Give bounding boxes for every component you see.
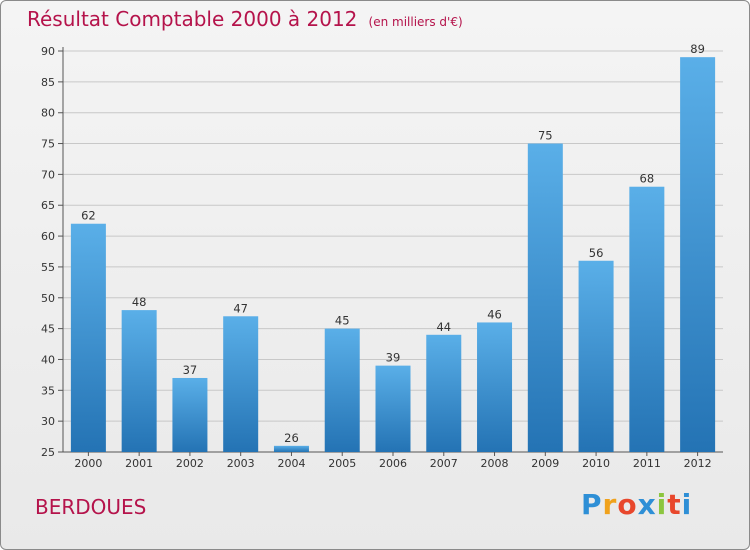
data-label-2003: 47 <box>233 301 248 315</box>
proxiti-letter: t <box>667 488 682 521</box>
data-label-2006: 39 <box>386 351 401 365</box>
y-tick-label-75: 75 <box>41 138 55 151</box>
proxiti-letter: i <box>681 488 693 521</box>
bar-2008 <box>477 322 513 452</box>
bar-2011 <box>629 186 665 452</box>
bar-2005 <box>324 328 360 452</box>
proxiti-letter: o <box>617 488 638 521</box>
x-tick-label-2006: 2006 <box>379 457 407 470</box>
commune-name: BERDOUES <box>35 495 147 519</box>
x-tick-label-2000: 2000 <box>74 457 102 470</box>
y-tick-label-85: 85 <box>41 76 55 89</box>
x-tick-label-2003: 2003 <box>227 457 255 470</box>
x-tick-label-2001: 2001 <box>125 457 153 470</box>
x-tick-label-2002: 2002 <box>176 457 204 470</box>
data-label-2008: 46 <box>487 307 502 321</box>
y-tick-label-35: 35 <box>41 384 55 397</box>
x-tick-label-2011: 2011 <box>633 457 661 470</box>
data-label-2010: 56 <box>589 246 604 260</box>
x-tick-label-2008: 2008 <box>481 457 509 470</box>
y-tick-label-30: 30 <box>41 415 55 428</box>
axis-layer: 25 30 35 40 45 50 55 60 65 70 75 80 85 90 2000 2001 2002… <box>41 45 723 470</box>
data-label-2011: 68 <box>640 172 655 186</box>
data-label-2007: 44 <box>436 320 451 334</box>
x-tick-label-2005: 2005 <box>328 457 356 470</box>
bar-2007 <box>426 334 462 452</box>
bar-2010 <box>578 260 614 452</box>
chart-title: Résultat Comptable 2000 à 2012 <box>27 7 358 31</box>
data-label-2012: 89 <box>690 42 705 56</box>
bar-2012 <box>680 57 716 453</box>
proxiti-logo[interactable]: Proxiti <box>581 488 692 521</box>
data-label-2005: 45 <box>335 314 350 328</box>
bar-2002 <box>172 377 208 452</box>
x-tick-label-2010: 2010 <box>582 457 610 470</box>
y-tick-label-55: 55 <box>41 261 55 274</box>
y-tick-label-80: 80 <box>41 107 55 120</box>
data-label-2001: 48 <box>132 295 147 309</box>
proxiti-letter: P <box>581 488 603 521</box>
bar-2001 <box>121 310 157 452</box>
x-tick-label-2012: 2012 <box>684 457 712 470</box>
bar-2000 <box>70 223 106 452</box>
bar-2003 <box>223 316 259 452</box>
data-label-2002: 37 <box>183 363 198 377</box>
chart-subtitle: (en milliers d'€) <box>368 15 463 29</box>
y-tick-label-45: 45 <box>41 323 55 336</box>
proxiti-letter: x <box>637 488 657 521</box>
data-label-2000: 62 <box>81 209 96 223</box>
title-row: Résultat Comptable 2000 à 2012 (en milli… <box>27 7 463 31</box>
proxiti-letter: r <box>602 488 618 521</box>
bar-2009 <box>527 143 563 453</box>
y-tick-label-70: 70 <box>41 168 55 181</box>
label-layer: 62 48 37 47 26 45 39 44 46 75 56 68 89 <box>81 42 705 445</box>
bar-2006 <box>375 365 411 452</box>
y-tick-label-50: 50 <box>41 292 55 305</box>
x-tick-label-2009: 2009 <box>531 457 559 470</box>
proxiti-letter: i <box>656 488 668 521</box>
data-label-2004: 26 <box>284 431 299 445</box>
x-tick-label-2004: 2004 <box>277 457 305 470</box>
x-tick-label-2007: 2007 <box>430 457 458 470</box>
bar-2004 <box>273 445 309 452</box>
y-tick-label-65: 65 <box>41 199 55 212</box>
y-tick-label-40: 40 <box>41 353 55 366</box>
y-tick-label-25: 25 <box>41 446 55 459</box>
bar-layer <box>70 57 716 453</box>
y-tick-label-90: 90 <box>41 45 55 58</box>
data-label-2009: 75 <box>538 129 553 143</box>
y-tick-label-60: 60 <box>41 230 55 243</box>
